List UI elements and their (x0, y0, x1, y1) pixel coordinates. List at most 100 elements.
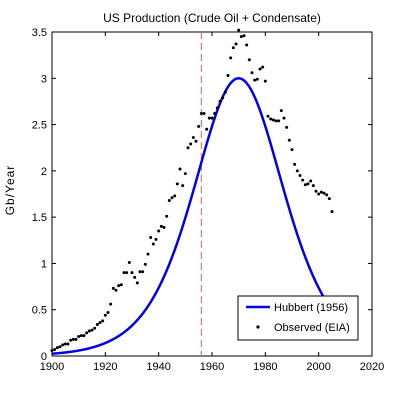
observed-point (223, 90, 227, 94)
observed-point (303, 183, 307, 187)
observed-point (130, 271, 134, 275)
observed-point (114, 288, 118, 292)
observed-point (330, 210, 334, 214)
observed-point (263, 79, 267, 83)
observed-point (282, 116, 286, 120)
observed-point (255, 77, 259, 81)
observed-point (239, 35, 243, 39)
observed-point (277, 119, 281, 123)
observed-point (63, 342, 67, 346)
observed-points-layer (50, 28, 334, 352)
observed-point (301, 178, 305, 182)
observed-point (98, 321, 102, 325)
x-tick-label: 2020 (360, 361, 384, 373)
observed-point (95, 323, 99, 327)
observed-point (74, 337, 78, 341)
observed-point (167, 198, 171, 202)
observed-point (191, 136, 195, 140)
observed-point (229, 56, 233, 60)
observed-point (194, 139, 198, 143)
observed-point (285, 125, 289, 129)
y-axis: 0 0.5 1 1.5 2 2.5 3 3.5 (32, 27, 372, 363)
observed-point (202, 111, 206, 115)
chart-title: US Production (Crude Oil + Condensate) (103, 11, 321, 25)
observed-point (146, 252, 150, 256)
y-tick-label: 3 (41, 73, 47, 85)
observed-point (266, 114, 270, 118)
observed-point (85, 331, 89, 335)
x-tick-label: 1940 (146, 361, 170, 373)
hubbert-curve-layer (51, 77, 334, 355)
observed-point (157, 229, 161, 233)
observed-point (125, 271, 129, 275)
observed-point (295, 169, 299, 173)
observed-point (93, 326, 97, 330)
legend-label-observed: Observed (EIA) (274, 322, 350, 334)
observed-point (247, 58, 251, 62)
observed-point (189, 142, 193, 146)
observed-point (111, 286, 115, 290)
observed-point (103, 313, 107, 317)
observed-point (319, 190, 323, 194)
observed-point (117, 284, 121, 288)
observed-point (271, 118, 275, 122)
observed-point (159, 224, 163, 228)
observed-point (226, 74, 230, 78)
observed-point (311, 184, 315, 188)
observed-point (279, 109, 283, 113)
observed-point (210, 116, 214, 120)
observed-point (327, 197, 331, 201)
observed-point (221, 96, 225, 100)
observed-point (287, 138, 291, 142)
observed-point (314, 189, 318, 193)
observed-point (186, 146, 190, 150)
observed-point (178, 167, 182, 171)
observed-point (149, 236, 153, 240)
observed-point (77, 335, 81, 339)
y-tick-label: 0 (41, 351, 47, 363)
observed-point (274, 119, 278, 123)
observed-point (82, 334, 86, 338)
observed-point (109, 302, 113, 306)
observed-point (69, 338, 73, 342)
observed-point (71, 337, 75, 341)
legend: Hubbert (1956) Observed (EIA) (237, 295, 359, 341)
observed-point (127, 261, 131, 265)
observed-point (215, 106, 219, 110)
observed-point (213, 111, 217, 115)
x-tick-label: 1920 (93, 361, 117, 373)
observed-point (122, 271, 126, 275)
x-tick-label: 1980 (253, 361, 277, 373)
x-tick-label: 1960 (200, 361, 224, 373)
observed-point (234, 42, 238, 46)
observed-point (242, 34, 246, 38)
observed-point (269, 117, 273, 121)
observed-point (306, 182, 310, 186)
observed-point (151, 242, 155, 246)
observed-point (101, 319, 105, 323)
y-tick-label: 3.5 (32, 27, 47, 39)
observed-point (245, 43, 249, 47)
x-tick-label: 2000 (306, 361, 330, 373)
observed-point (138, 270, 142, 274)
observed-point (154, 237, 158, 241)
observed-point (133, 275, 137, 279)
observed-point (53, 348, 57, 352)
observed-point (298, 173, 302, 177)
y-tick-label: 2 (41, 166, 47, 178)
observed-point (290, 148, 294, 152)
observed-point (183, 172, 187, 176)
observed-point (293, 162, 297, 166)
observed-point (87, 329, 91, 333)
observed-point (309, 179, 313, 183)
legend-box (237, 295, 359, 341)
observed-point (79, 334, 83, 338)
observed-point (61, 343, 65, 347)
y-tick-label: 1 (41, 258, 47, 270)
observed-point (55, 346, 59, 350)
observed-point (253, 78, 257, 82)
observed-point (261, 65, 265, 69)
y-tick-label: 0.5 (32, 305, 47, 317)
observed-point (66, 342, 70, 346)
observed-point (317, 192, 321, 196)
